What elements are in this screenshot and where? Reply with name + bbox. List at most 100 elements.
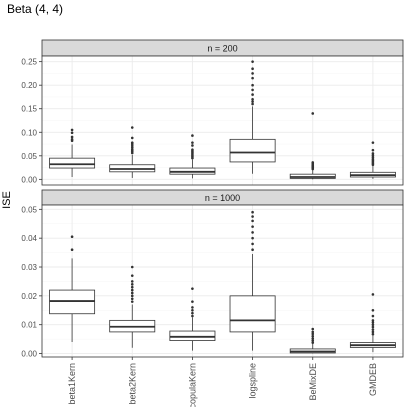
outlier-point	[251, 67, 254, 71]
panel-2: n = 1000 0.00 0.01 0.02 0.03 0.04 0.05	[21, 189, 404, 359]
outlier-point	[191, 287, 194, 290]
boxplot-GMDEB	[349, 141, 396, 179]
outlier-point	[251, 231, 254, 234]
outlier-point	[191, 144, 194, 147]
outlier-point	[251, 76, 254, 80]
boxplot-beta2Kern	[109, 265, 156, 348]
outlier-point	[130, 274, 134, 277]
x-tick-label: logspline	[248, 363, 258, 399]
outlier-point	[371, 155, 375, 159]
outlier-point	[191, 311, 194, 315]
outlier-point	[251, 83, 254, 87]
outlier-point	[130, 285, 134, 289]
outlier-point	[130, 141, 134, 144]
outlier-point	[371, 332, 375, 336]
outlier-point	[70, 248, 74, 252]
outlier-point	[371, 152, 375, 155]
outlier-point	[251, 236, 254, 240]
y-tick-label: 0.01	[21, 321, 37, 330]
outlier-point	[371, 308, 375, 312]
x-tick-label: BeMixDE	[308, 363, 318, 401]
outlier-point	[371, 328, 375, 331]
panel-1: n = 200 0.00 0.05 0.10 0.15 0.20 0.25	[21, 39, 404, 186]
outlier-point	[191, 148, 194, 151]
outlier-point	[371, 141, 375, 144]
y-tick-label: 0.03	[21, 263, 37, 272]
y-tick-label: 0.20	[21, 81, 37, 90]
outlier-point	[371, 319, 375, 322]
boxplot-beta2Kern	[109, 126, 156, 178]
outlier-point	[70, 135, 74, 139]
boxplot-logspline	[229, 210, 276, 351]
y-tick-label: 0.15	[21, 105, 37, 114]
y-tick-label: 0.02	[21, 292, 37, 301]
y-tick-label: 0.04	[21, 234, 37, 243]
y-tick-label: 0.25	[21, 58, 37, 67]
outlier-point	[130, 126, 134, 129]
y-tick-label: 0.10	[21, 128, 37, 137]
facet-strip-label: n = 200	[207, 44, 237, 54]
outlier-point	[251, 93, 254, 96]
box	[169, 330, 216, 341]
outlier-point	[191, 134, 194, 137]
outlier-point	[130, 265, 134, 269]
outlier-point	[371, 314, 375, 318]
outlier-point	[311, 332, 315, 336]
facet-strip-label: n = 1000	[205, 193, 240, 203]
boxplot-beta1Kern	[49, 235, 96, 343]
boxplot-BeMixDE	[289, 112, 336, 180]
chart-title: Beta (4, 4)	[7, 2, 63, 16]
outlier-point	[311, 339, 315, 342]
x-tick-label: beta2Kern	[127, 363, 137, 405]
outlier-point	[311, 330, 315, 334]
outlier-point	[251, 88, 254, 92]
x-axis: beta1Kern beta2Kern copulaKern logspline BeM…	[67, 357, 378, 407]
outlier-point	[70, 128, 74, 132]
y-tick-label: 0.00	[21, 175, 37, 184]
outlier-point	[371, 157, 375, 161]
outlier-point	[70, 235, 74, 239]
outlier-point	[371, 154, 375, 157]
outlier-point	[191, 306, 194, 309]
box	[229, 138, 276, 163]
outlier-point	[251, 60, 254, 63]
outlier-point	[130, 294, 134, 298]
x-tick-label: GMDEB	[368, 363, 378, 396]
panel-border	[41, 55, 404, 186]
outlier-point	[311, 161, 315, 164]
outlier-point	[251, 215, 254, 218]
outlier-point	[130, 148, 134, 151]
outlier-point	[311, 327, 315, 331]
outlier-point	[130, 136, 134, 140]
outlier-point	[70, 131, 74, 135]
outlier-point	[371, 148, 375, 152]
outlier-point	[130, 297, 134, 301]
boxplot-GMDEB	[349, 293, 396, 353]
y-axis-label: ISE	[1, 191, 13, 209]
outlier-point	[371, 321, 375, 324]
outlier-point	[371, 323, 375, 326]
box	[49, 157, 96, 169]
outlier-point	[191, 300, 194, 303]
boxplot-copulaKern	[169, 287, 216, 351]
outlier-point	[191, 314, 194, 318]
outlier-point	[311, 337, 315, 340]
outlier-point	[251, 100, 254, 103]
outlier-point	[130, 280, 134, 283]
outlier-point	[191, 141, 194, 144]
y-tick-label: 0.00	[21, 350, 37, 359]
outlier-point	[70, 138, 74, 141]
outlier-point	[371, 293, 375, 296]
outlier-point	[371, 325, 375, 329]
outlier-point	[311, 112, 315, 115]
outlier-point	[251, 98, 254, 101]
outlier-point	[251, 248, 254, 252]
panel-border	[41, 204, 404, 358]
outlier-point	[311, 341, 315, 344]
y-tick-label: 0.05	[21, 152, 37, 161]
facet-panels: n = 200 0.00 0.05 0.10 0.15 0.20 0.25 n = 1000 0…	[21, 39, 404, 359]
box	[229, 295, 276, 333]
x-tick-label: copulaKern	[187, 363, 197, 407]
boxplot-copulaKern	[169, 134, 216, 179]
outlier-point	[251, 219, 254, 223]
